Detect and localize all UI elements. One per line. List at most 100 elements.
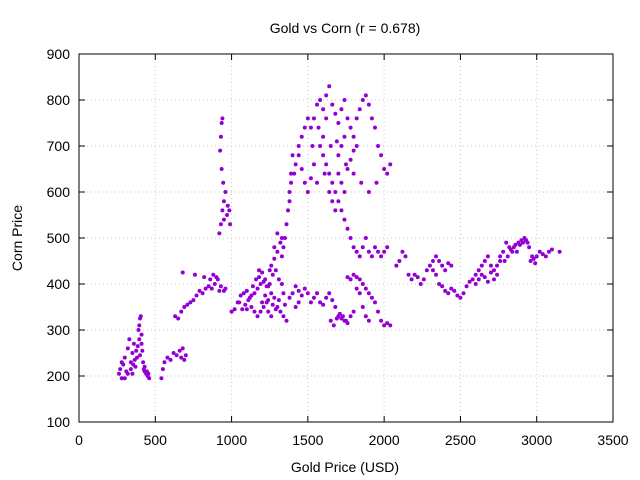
- data-point: [488, 263, 493, 268]
- data-point: [540, 252, 545, 257]
- data-point: [369, 295, 374, 300]
- data-point: [345, 226, 350, 231]
- data-point: [437, 259, 442, 263]
- data-point: [382, 167, 387, 171]
- data-point: [211, 272, 216, 277]
- data-point: [221, 199, 226, 204]
- data-point: [549, 247, 554, 252]
- data-point: [237, 300, 242, 305]
- data-point: [446, 291, 451, 296]
- data-point: [137, 323, 142, 328]
- data-point: [221, 180, 226, 185]
- data-point: [220, 208, 225, 213]
- data-point: [296, 144, 301, 148]
- data-point: [273, 307, 278, 312]
- data-point: [260, 270, 265, 275]
- data-point: [286, 208, 291, 213]
- data-point: [348, 314, 353, 319]
- data-point: [366, 318, 371, 323]
- data-point: [311, 295, 316, 300]
- data-point: [354, 249, 359, 254]
- data-point: [461, 291, 466, 296]
- data-point: [345, 116, 350, 121]
- data-point: [322, 171, 327, 176]
- data-point: [218, 134, 223, 139]
- x-tick-label: 2500: [445, 432, 476, 448]
- y-tick-label: 700: [47, 138, 71, 154]
- data-point: [279, 254, 284, 259]
- data-point: [372, 300, 377, 305]
- data-point: [217, 231, 222, 236]
- data-point: [533, 261, 538, 266]
- data-point: [328, 318, 333, 323]
- data-point: [139, 332, 144, 337]
- data-point: [400, 249, 405, 254]
- data-point: [394, 263, 399, 268]
- data-point: [342, 190, 347, 194]
- data-point: [485, 279, 490, 284]
- data-point: [351, 171, 356, 176]
- data-point: [200, 291, 205, 296]
- data-point: [221, 217, 226, 222]
- data-point: [130, 371, 135, 376]
- data-point: [501, 249, 506, 254]
- data-point: [290, 153, 295, 158]
- data-point: [287, 295, 292, 300]
- x-tick-label: 3500: [597, 432, 628, 448]
- data-point: [324, 162, 329, 167]
- data-point: [421, 277, 426, 282]
- data-point: [434, 254, 439, 259]
- data-point: [299, 167, 304, 171]
- data-point: [357, 254, 362, 259]
- data-point: [125, 371, 130, 376]
- data-point: [284, 222, 289, 227]
- data-point: [372, 245, 377, 250]
- data-point: [119, 360, 124, 365]
- data-point: [255, 314, 260, 319]
- data-point: [366, 249, 371, 254]
- data-point: [252, 291, 257, 296]
- data-point: [327, 190, 332, 194]
- data-point: [302, 180, 307, 185]
- data-point: [360, 98, 365, 102]
- data-point: [232, 307, 237, 312]
- data-point: [318, 98, 323, 102]
- y-tick-label: 400: [47, 276, 71, 292]
- y-axis-label: Corn Price: [9, 205, 25, 271]
- data-point: [275, 249, 280, 254]
- data-point: [363, 236, 368, 240]
- data-point: [388, 323, 393, 328]
- data-point: [406, 272, 411, 277]
- data-point: [296, 153, 301, 158]
- data-point: [214, 275, 219, 280]
- data-point: [511, 245, 516, 250]
- data-point: [339, 144, 344, 148]
- data-point: [363, 93, 368, 98]
- data-point: [315, 180, 320, 185]
- data-point: [502, 259, 507, 263]
- data-point: [220, 116, 225, 121]
- data-point: [141, 360, 146, 365]
- data-point: [458, 295, 463, 300]
- x-axis-label: Gold Price (USD): [291, 459, 399, 475]
- data-point: [557, 249, 562, 254]
- data-point: [520, 240, 525, 245]
- data-point: [357, 291, 362, 296]
- data-point: [324, 93, 329, 98]
- data-point: [308, 300, 313, 305]
- data-point: [345, 167, 350, 171]
- data-point: [122, 376, 127, 381]
- data-point: [139, 341, 144, 346]
- data-points: [116, 84, 562, 381]
- data-point: [140, 348, 145, 353]
- data-point: [227, 208, 232, 213]
- data-point: [342, 98, 347, 102]
- data-point: [132, 357, 137, 362]
- data-point: [281, 291, 286, 296]
- x-tick-label: 1500: [292, 432, 323, 448]
- data-point: [379, 153, 384, 158]
- data-point: [299, 134, 304, 139]
- data-point: [366, 190, 371, 194]
- data-point: [537, 249, 542, 254]
- data-point: [348, 157, 353, 162]
